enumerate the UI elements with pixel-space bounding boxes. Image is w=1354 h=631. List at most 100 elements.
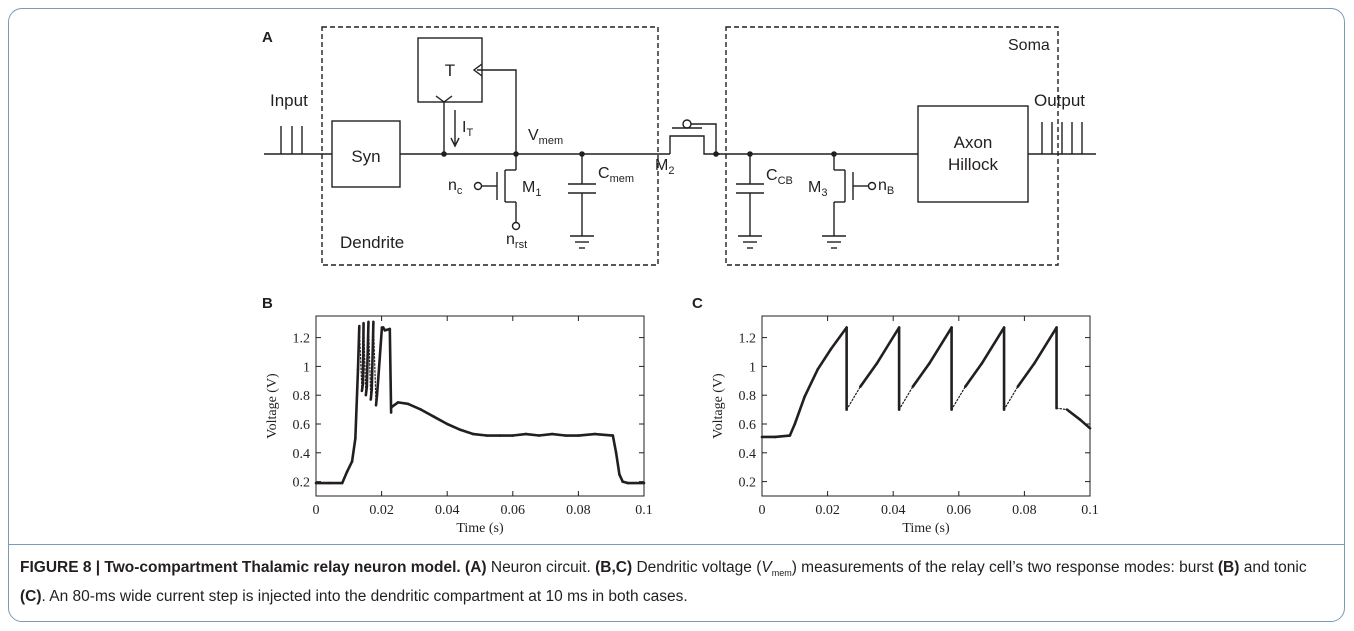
b-voltage-segment — [511, 432, 528, 437]
b-voltage-segment — [350, 437, 357, 463]
m1-label: M1 — [522, 179, 541, 199]
b-voltage-segment — [459, 428, 475, 436]
c-yaxis-label: Voltage (V) — [711, 373, 726, 439]
c-voltage-segment — [980, 326, 1006, 365]
b-voltage-segment — [362, 322, 367, 396]
c-ytick-label: 0.8 — [739, 389, 757, 404]
axon-label: Axon — [954, 133, 993, 152]
b-voltage-segment — [432, 415, 449, 426]
b-voltage-segment — [614, 451, 621, 476]
c-voltage-segment — [1065, 408, 1082, 421]
c-voltage-segment — [898, 385, 914, 411]
caption-title: FIGURE 8 | Two-compartment Thalamic rela… — [20, 559, 461, 576]
b-xtick-label: 0 — [313, 503, 320, 518]
b-voltage-segment — [618, 473, 624, 483]
output-label: Output — [1034, 91, 1085, 110]
b-voltage-segment — [374, 393, 379, 407]
ccb-label: CCB — [766, 167, 793, 187]
c-xtick-label: 0.08 — [1012, 503, 1037, 518]
caption-vmem: Vmem — [761, 559, 792, 579]
chart-tonic: 0 0.02 0.04 0.06 0.08 0.1 0.2 0.4 0.6 0.8 1 1.2 Time… — [711, 315, 1099, 536]
b-voltage-segment — [577, 432, 597, 437]
b-voltage-segment — [445, 422, 462, 432]
soma-label: Soma — [1008, 37, 1050, 54]
b-xaxis-label: Time (s) — [456, 521, 504, 536]
c-ytick-label: 1 — [749, 360, 756, 375]
b-voltage-segment — [369, 388, 374, 401]
c-voltage-segment — [875, 326, 901, 365]
b-ytick-label: 1.2 — [293, 332, 311, 347]
c-ytick-label: 1.2 — [739, 332, 757, 347]
b-xtick-label: 0.1 — [635, 503, 653, 518]
b-ytick-label: 0.6 — [293, 418, 311, 433]
c-voltage-segment — [1032, 326, 1058, 365]
c-voltage-segment — [950, 385, 966, 411]
b-voltage-segment — [388, 327, 393, 414]
t-label: T — [445, 61, 455, 80]
c-voltage-segment — [927, 326, 953, 365]
c-voltage-segment — [793, 395, 806, 426]
caption-ref-bc: (B,C) — [595, 559, 633, 576]
b-voltage-segment — [375, 376, 380, 397]
soma-compartment — [725, 26, 1059, 266]
c-xtick-label: 0.1 — [1081, 503, 1099, 518]
c-ytick-label: 0.4 — [739, 447, 757, 462]
c-voltage-segment — [964, 362, 984, 388]
hillock-label: Hillock — [948, 155, 999, 174]
nb-label: nB — [878, 177, 894, 197]
c-voltage-segment — [911, 362, 931, 388]
chart-burst: 0 0.02 0.04 0.06 0.08 0.1 0.2 0.4 0.6 0.8 1 1.2 Time… — [265, 315, 653, 536]
c-xtick-label: 0.02 — [815, 503, 840, 518]
b-voltage-segment — [370, 320, 375, 391]
caption-text-bc1: Dendritic voltage ( — [632, 559, 762, 576]
b-voltage-segment — [358, 325, 363, 392]
c-xtick-label: 0 — [759, 503, 766, 518]
c-xtick-label: 0.04 — [881, 503, 906, 518]
b-xtick-label: 0.06 — [501, 503, 526, 518]
b-ytick-label: 0.2 — [293, 476, 311, 491]
c-voltage-segment — [1003, 385, 1019, 411]
vmem-label: Vmem — [528, 127, 563, 147]
c-voltage-segment — [803, 367, 820, 398]
caption-text-mid: and tonic — [1239, 559, 1307, 576]
b-ytick-label: 1 — [303, 360, 310, 375]
c-voltage-segment — [1078, 418, 1092, 430]
b-voltage-segment — [524, 432, 541, 437]
figure-caption: FIGURE 8 | Two-compartment Thalamic rela… — [20, 556, 1330, 608]
dendrite-label: Dendrite — [340, 233, 404, 252]
c-ytick-label: 0.6 — [739, 418, 757, 433]
b-voltage-segment — [472, 432, 488, 437]
figure-frame — [8, 8, 1345, 622]
input-label: Input — [270, 91, 308, 110]
b-voltage-segment — [550, 432, 567, 437]
c-voltage-segment — [829, 326, 848, 351]
c-voltage-segment — [859, 362, 879, 388]
c-voltage-segment — [1016, 362, 1036, 388]
axon-hillock-block — [917, 105, 1029, 203]
b-voltage-segment — [593, 432, 615, 437]
c-voltage-segment — [1055, 407, 1068, 411]
syn-label: Syn — [351, 147, 380, 166]
b-voltage-segment — [361, 321, 365, 385]
nrst-label: nrst — [506, 231, 527, 251]
panel-label-c: C — [692, 295, 703, 312]
b-voltage-segment — [406, 402, 423, 411]
caption-ref-a: (A) — [465, 559, 487, 576]
nc-label: nc — [448, 177, 463, 197]
b-ytick-label: 0.8 — [293, 389, 311, 404]
panel-label-a: A — [262, 29, 273, 46]
b-plot-frame — [315, 315, 645, 497]
it-label: IT — [462, 119, 473, 139]
panel-label-b: B — [262, 295, 273, 312]
b-yaxis-label: Voltage (V) — [265, 373, 280, 439]
caption-ref-c: (C) — [20, 588, 42, 606]
b-voltage-segment — [365, 320, 370, 388]
caption-divider — [9, 544, 1345, 545]
b-voltage-segment — [396, 401, 410, 406]
cmem-label: Cmem — [598, 165, 634, 185]
c-voltage-segment — [773, 434, 792, 439]
c-voltage-segment — [846, 385, 862, 411]
c-plot-frame — [761, 315, 1091, 497]
dendrite-compartment — [321, 26, 659, 266]
b-xtick-label: 0.08 — [566, 503, 591, 518]
